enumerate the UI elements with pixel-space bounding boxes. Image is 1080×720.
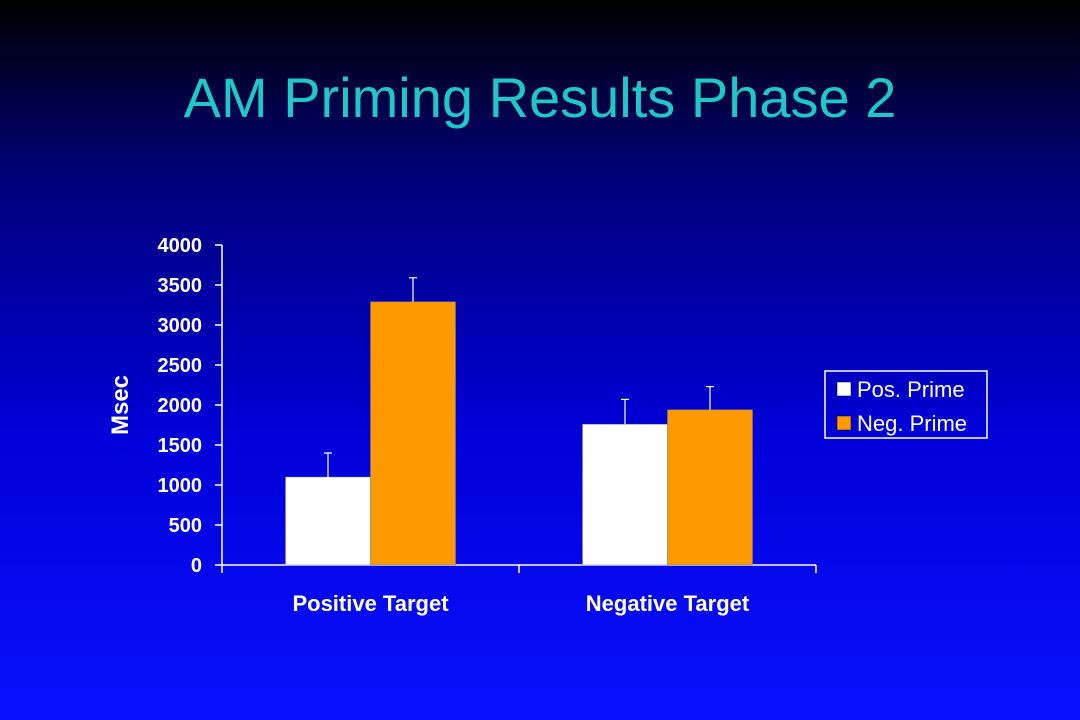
legend-swatch: [836, 415, 852, 431]
y-tick-label: 3500: [158, 275, 203, 297]
slide-title: AM Priming Results Phase 2: [183, 66, 897, 129]
y-tick-label: 4000: [158, 235, 203, 257]
legend-swatch: [836, 381, 852, 397]
y-axis-title: Msec: [107, 375, 134, 435]
y-tick-label: 2500: [158, 355, 203, 377]
x-category-label: Positive Target: [292, 591, 449, 616]
bar-neg-prime: [370, 301, 456, 566]
bar-pos-prime: [285, 476, 371, 566]
y-tick-label: 1000: [158, 475, 203, 497]
y-tick-label: 500: [169, 515, 202, 537]
legend-label: Neg. Prime: [857, 411, 967, 436]
y-tick-label: 3000: [158, 315, 203, 337]
bar-pos-prime: [582, 423, 668, 566]
x-category-label: Negative Target: [586, 591, 750, 616]
y-tick-label: 2000: [158, 395, 203, 417]
y-tick-label: 1500: [158, 435, 203, 457]
y-tick-label: 0: [191, 555, 202, 577]
bar-neg-prime: [667, 409, 753, 566]
legend-box: [824, 370, 988, 439]
legend-label: Pos. Prime: [857, 377, 965, 402]
